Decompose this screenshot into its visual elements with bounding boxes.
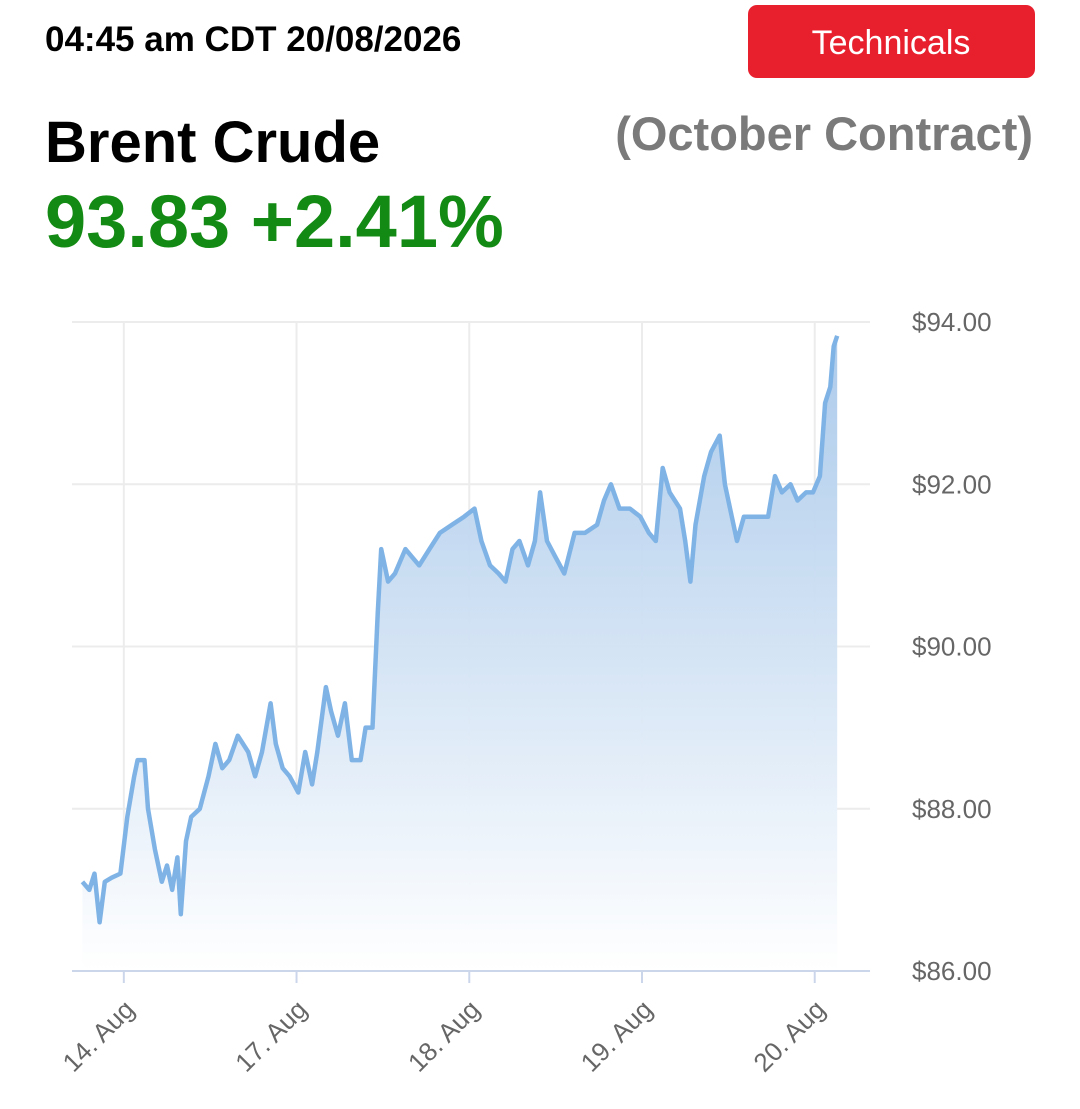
contract: (October Contract) bbox=[615, 107, 1033, 160]
x-tick-label: 20. Aug bbox=[747, 994, 831, 1078]
timestamp: 04:45 am CDT 20/08/2026 bbox=[45, 20, 461, 59]
button-bg[interactable] bbox=[748, 5, 1035, 78]
instrument-name: Brent Crude bbox=[45, 110, 380, 175]
area bbox=[82, 335, 838, 971]
technicals-button[interactable]: Technicals bbox=[748, 5, 1035, 78]
chart: $86.00 $88.00 $90.00 $92.00 $94.00 14. Aug 17.… bbox=[56, 307, 991, 1078]
quote: 93.83 +2.41% bbox=[45, 180, 504, 263]
x-tick-label: 14. Aug bbox=[56, 994, 140, 1078]
price: 93.83 bbox=[45, 180, 230, 263]
y-tick-label: $88.00 bbox=[912, 794, 992, 824]
y-tick-label: $90.00 bbox=[912, 632, 992, 662]
button-label[interactable]: Technicals bbox=[812, 24, 971, 62]
x-tick-label: 18. Aug bbox=[402, 994, 486, 1078]
change: +2.41% bbox=[251, 180, 504, 263]
y-tick-label: $86.00 bbox=[912, 956, 992, 986]
y-tick-label: $94.00 bbox=[912, 307, 992, 337]
y-tick-label: $92.00 bbox=[912, 469, 992, 499]
x-tick-label: 19. Aug bbox=[575, 994, 659, 1078]
x-tick-label: 17. Aug bbox=[229, 994, 313, 1078]
line bbox=[80, 335, 840, 925]
